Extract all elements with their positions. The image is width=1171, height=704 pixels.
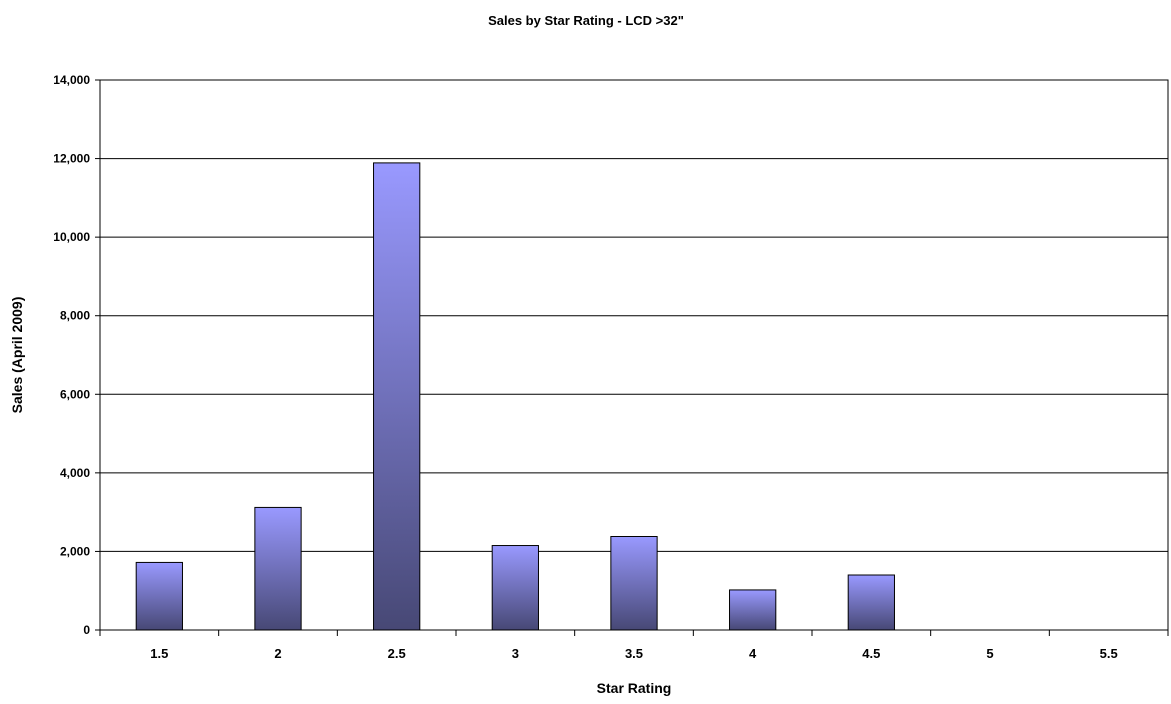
y-tick-labels: 0 2,000 4,000 6,000 8,000 10,000 12,000 14,000 [53, 73, 90, 637]
y-tick-label: 0 [83, 623, 90, 637]
gridlines [100, 79, 1168, 552]
x-tick-label: 1.5 [150, 646, 168, 661]
plot-area-border [99, 79, 1169, 631]
x-tick-label: 2.5 [388, 646, 406, 661]
x-tick-labels: 1.5 2 2.5 3 3.5 4 4.5 5 5.5 [150, 646, 1117, 661]
y-axis-label: Sales (April 2009) [9, 297, 25, 414]
bar-3 [491, 545, 539, 631]
x-tick-label: 2 [274, 646, 281, 661]
bar-4.5 [847, 574, 895, 631]
x-tick-label: 4.5 [862, 646, 880, 661]
bar-2 [254, 506, 302, 631]
axes [95, 79, 1169, 636]
y-tick-label: 4,000 [60, 466, 90, 480]
bar-4 [729, 589, 777, 631]
x-tick-label: 3 [512, 646, 519, 661]
x-tick-label: 4 [749, 646, 757, 661]
y-tick-label: 2,000 [60, 544, 90, 558]
y-tick-label: 14,000 [53, 73, 90, 87]
x-tick-label: 3.5 [625, 646, 643, 661]
y-tick-label: 8,000 [60, 309, 90, 323]
x-tick-label: 5 [986, 646, 993, 661]
bar-2.5 [373, 162, 421, 631]
bar-3.5 [610, 536, 658, 631]
y-tick-label: 6,000 [60, 387, 90, 401]
bar-1.5 [135, 561, 183, 631]
x-axis-label: Star Rating [597, 680, 672, 696]
bars [135, 162, 895, 631]
y-tick-label: 10,000 [53, 230, 90, 244]
chart-title: Sales by Star Rating - LCD >32" [488, 13, 684, 28]
y-tick-label: 12,000 [53, 152, 90, 166]
x-tick-label: 5.5 [1100, 646, 1118, 661]
